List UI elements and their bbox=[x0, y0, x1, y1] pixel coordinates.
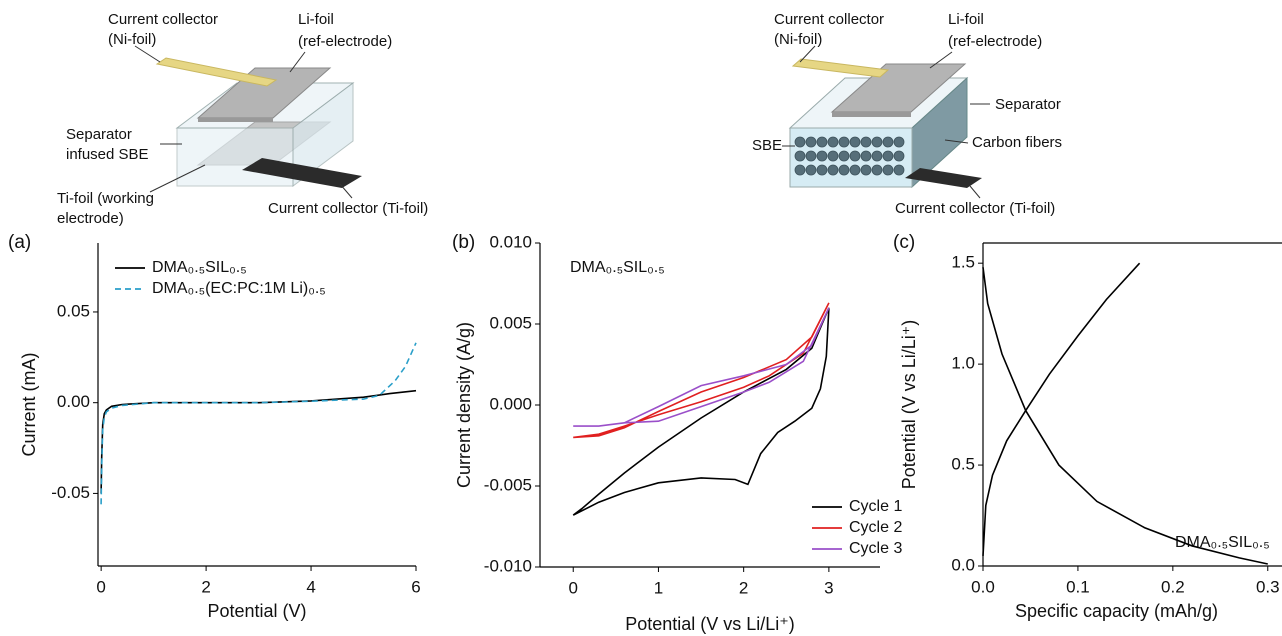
y-tick-label: 0.000 bbox=[489, 394, 532, 413]
legend-label: Cycle 2 bbox=[849, 519, 902, 536]
cell-diagram-right bbox=[782, 46, 990, 198]
figure: Current collector (Ni-foil) Li-foil (ref… bbox=[0, 0, 1282, 636]
diagram-label: SBE bbox=[752, 137, 782, 154]
y-tick-label: 0.05 bbox=[57, 301, 90, 320]
legend-label: Cycle 1 bbox=[849, 498, 902, 515]
x-tick-label: 4 bbox=[306, 577, 315, 596]
data-line bbox=[983, 267, 1268, 564]
y-tick-label: 1.0 bbox=[951, 354, 975, 373]
x-axis-label: Potential (V) bbox=[207, 601, 306, 621]
diagram-label: (ref-electrode) bbox=[298, 33, 392, 50]
y-tick-label: 0.00 bbox=[57, 392, 90, 411]
x-tick-label: 0 bbox=[96, 577, 105, 596]
diagram-label: (ref-electrode) bbox=[948, 33, 1042, 50]
diagram-label: Ti-foil (working bbox=[57, 190, 154, 207]
data-line bbox=[573, 308, 829, 515]
x-tick-label: 2 bbox=[739, 578, 748, 597]
panel-label: (c) bbox=[893, 232, 915, 253]
y-tick-label: 0.5 bbox=[951, 455, 975, 474]
y-tick-label: 0.005 bbox=[489, 313, 532, 332]
x-axis-label: Potential (V vs Li/Li⁺) bbox=[625, 614, 795, 634]
x-tick-label: 0.2 bbox=[1161, 577, 1185, 596]
diagram-label: Separator bbox=[995, 96, 1061, 113]
panel-label: (b) bbox=[452, 232, 475, 253]
diagram-label: Separator bbox=[66, 126, 132, 143]
legend-label: Cycle 3 bbox=[849, 540, 902, 557]
data-line bbox=[573, 308, 829, 426]
diagram-label: (Ni-foil) bbox=[108, 31, 156, 48]
x-tick-label: 1 bbox=[654, 578, 663, 597]
diagram-label: Current collector bbox=[774, 11, 884, 28]
diagram-label: infused SBE bbox=[66, 146, 149, 163]
diagram-label: Li-foil bbox=[948, 11, 984, 28]
diagram-label: electrode) bbox=[57, 210, 124, 227]
y-axis-label: Potential (V vs Li/Li⁺) bbox=[899, 320, 919, 490]
y-tick-label: 0.0 bbox=[951, 555, 975, 574]
diagram-label: Carbon fibers bbox=[972, 134, 1062, 151]
diagram-label: Current collector bbox=[108, 11, 218, 28]
annotation: DMA₀.₅SIL₀.₅ bbox=[1175, 534, 1270, 551]
panel-label: (a) bbox=[8, 232, 31, 253]
x-tick-label: 0 bbox=[568, 578, 577, 597]
y-tick-label: 0.010 bbox=[489, 232, 532, 251]
x-tick-label: 0.3 bbox=[1256, 577, 1280, 596]
y-axis-label: Current (mA) bbox=[19, 352, 39, 456]
diagram-label: (Ni-foil) bbox=[774, 31, 822, 48]
x-tick-label: 2 bbox=[201, 577, 210, 596]
data-line bbox=[101, 343, 416, 505]
x-axis-label: Specific capacity (mAh/g) bbox=[1015, 601, 1218, 621]
diagram-label: Current collector (Ti-foil) bbox=[268, 200, 428, 217]
x-tick-label: 3 bbox=[824, 578, 833, 597]
diagram-label: Current collector (Ti-foil) bbox=[895, 200, 1055, 217]
y-tick-label: -0.005 bbox=[484, 475, 532, 494]
diagram-label: Li-foil bbox=[298, 11, 334, 28]
data-line bbox=[101, 391, 416, 494]
y-tick-label: 1.5 bbox=[951, 253, 975, 272]
annotation: DMA₀.₅SIL₀.₅ bbox=[570, 259, 665, 276]
legend-label: DMA₀.₅SIL₀.₅ bbox=[152, 259, 247, 276]
x-tick-label: 0.0 bbox=[971, 577, 995, 596]
legend-label: DMA₀.₅(EC:PC:1M Li)₀.₅ bbox=[152, 280, 326, 297]
x-tick-label: 0.1 bbox=[1066, 577, 1090, 596]
x-tick-label: 6 bbox=[411, 577, 420, 596]
y-tick-label: -0.05 bbox=[51, 483, 90, 502]
cell-diagram-left bbox=[135, 46, 362, 198]
y-tick-label: -0.010 bbox=[484, 556, 532, 575]
y-axis-label: Current density (A/g) bbox=[454, 322, 474, 488]
